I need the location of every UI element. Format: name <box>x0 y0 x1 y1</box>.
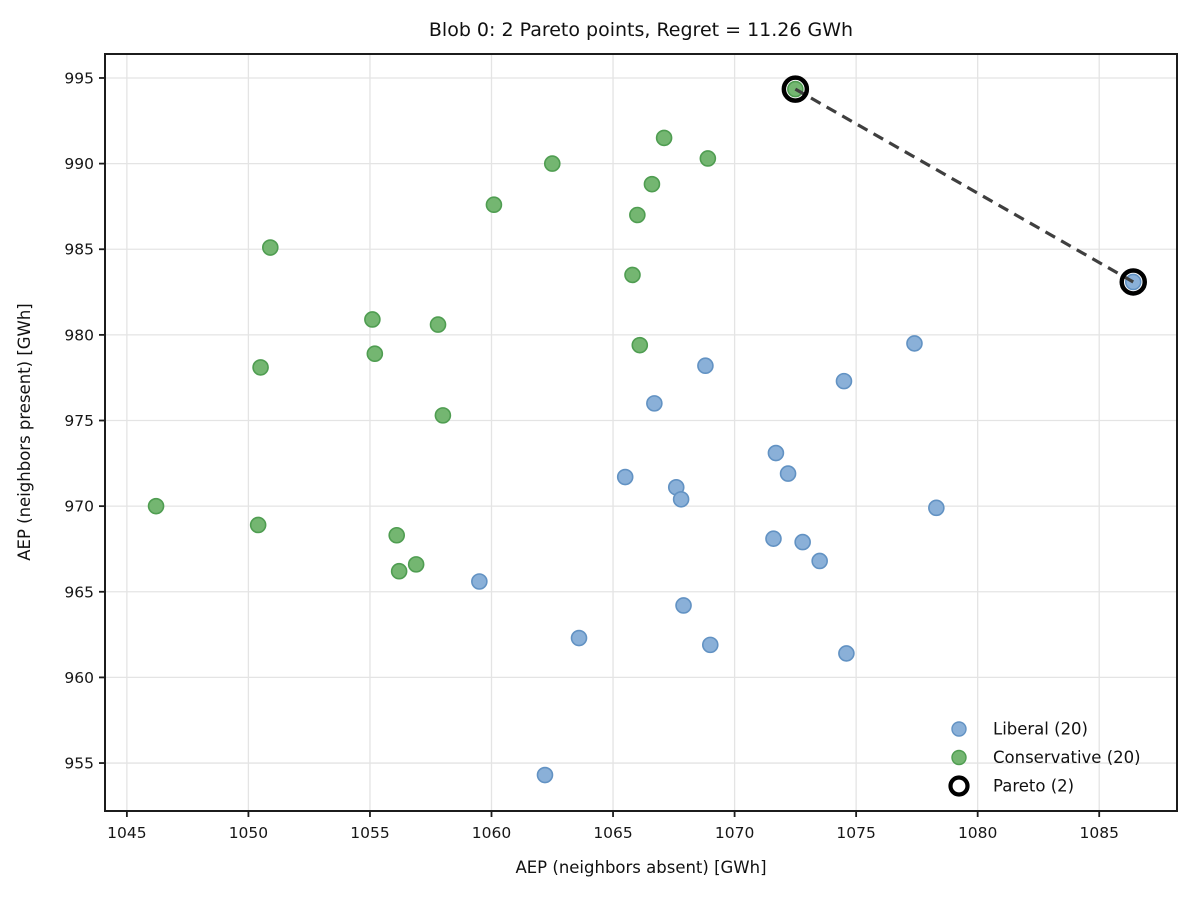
y-tick-label: 955 <box>64 755 94 773</box>
scatter-point-liberal <box>779 465 797 482</box>
scatter-point-conservative <box>631 336 649 354</box>
scatter-point-conservative <box>543 155 561 172</box>
scatter-point-conservative <box>364 311 381 328</box>
x-tick-label: 1085 <box>1079 824 1118 842</box>
x-tick-label: 1070 <box>715 824 754 842</box>
legend-item: Conservative (20) <box>951 748 1141 767</box>
scatter-point-liberal <box>701 636 719 654</box>
legend-item-label: Conservative (20) <box>993 748 1141 767</box>
scatter-point-conservative <box>429 316 447 333</box>
data-layer <box>147 75 1147 784</box>
legend-item: Liberal (20) <box>951 720 1088 739</box>
axes-layer: 1045 1050 1055 1060 1065 1070 1075 1080 1085 955 9… <box>64 53 1178 842</box>
scatter-point-conservative <box>434 407 452 424</box>
y-tick-label: 960 <box>64 669 94 687</box>
x-tick-label: 1075 <box>836 824 875 842</box>
y-tick-label: 980 <box>64 326 94 344</box>
scatter-point-conservative <box>655 129 673 147</box>
scatter-point-conservative <box>388 526 406 544</box>
x-axis-label: AEP (neighbors absent) [GWh] <box>515 858 766 877</box>
chart-title: Blob 0: 2 Pareto points, Regret = 11.26 … <box>429 19 853 41</box>
y-axis-label: AEP (neighbors present) [GWh] <box>15 303 34 561</box>
scatter-point-liberal <box>672 490 690 508</box>
legend-item: Pareto (2) <box>948 775 1074 797</box>
x-tick-label: 1065 <box>593 824 632 842</box>
scatter-point-conservative <box>643 175 661 193</box>
x-tick-label: 1055 <box>350 824 389 842</box>
legend: Liberal (20) Conservative (20) Pareto (2) <box>948 720 1141 797</box>
scatter-point-liberal <box>616 468 634 486</box>
y-tick-label: 985 <box>64 241 94 259</box>
scatter-point-liberal <box>811 552 828 570</box>
scatter-point-conservative <box>624 266 641 284</box>
y-tick-label: 995 <box>64 69 94 87</box>
scatter-point-conservative <box>252 359 269 376</box>
legend-marker-pareto <box>948 775 970 797</box>
scatter-point-liberal <box>536 766 554 784</box>
scatter-point-conservative <box>147 497 165 515</box>
x-tick-label: 1080 <box>958 824 997 842</box>
scatter-point-liberal <box>471 573 488 590</box>
scatter-point-liberal <box>767 444 785 462</box>
scatter-point-liberal <box>835 372 853 390</box>
legend-item-label: Pareto (2) <box>993 777 1074 796</box>
scatter-point-conservative <box>407 556 425 573</box>
scatter-point-liberal <box>906 335 923 352</box>
pareto-front-line <box>794 87 1135 284</box>
scatter-point-liberal <box>928 499 945 517</box>
legend-item-label: Liberal (20) <box>993 720 1088 739</box>
scatter-point-liberal <box>646 395 663 412</box>
scatter-point-liberal <box>570 629 588 647</box>
scatter-point-conservative <box>366 345 384 363</box>
plot-spines <box>104 53 1178 812</box>
scatter-point-liberal <box>794 533 811 551</box>
scatter-point-conservative <box>261 239 279 256</box>
x-tick-label: 1050 <box>229 824 268 842</box>
scatter-point-conservative <box>249 516 267 534</box>
y-tick-label: 970 <box>64 498 94 516</box>
pareto-ring <box>781 75 810 103</box>
y-tick-label: 975 <box>64 412 94 430</box>
scatter-point-conservative <box>629 206 646 224</box>
x-tick-label: 1045 <box>107 824 146 842</box>
y-tick-label: 990 <box>64 155 94 173</box>
scatter-point-liberal <box>765 530 782 547</box>
scatter-point-conservative <box>699 150 717 167</box>
x-tick-label: 1060 <box>472 824 511 842</box>
legend-marker-conservative <box>951 749 967 766</box>
pareto-ring <box>1119 268 1147 296</box>
grid-layer <box>105 54 1177 811</box>
scatter-point-liberal <box>675 597 692 614</box>
scatter-point-conservative <box>485 196 503 214</box>
scatter-point-liberal <box>697 357 714 375</box>
scatter-point-conservative <box>390 562 408 580</box>
legend-marker-liberal <box>951 721 967 737</box>
scatter-point-liberal <box>838 645 855 662</box>
y-tick-label: 965 <box>64 583 94 601</box>
